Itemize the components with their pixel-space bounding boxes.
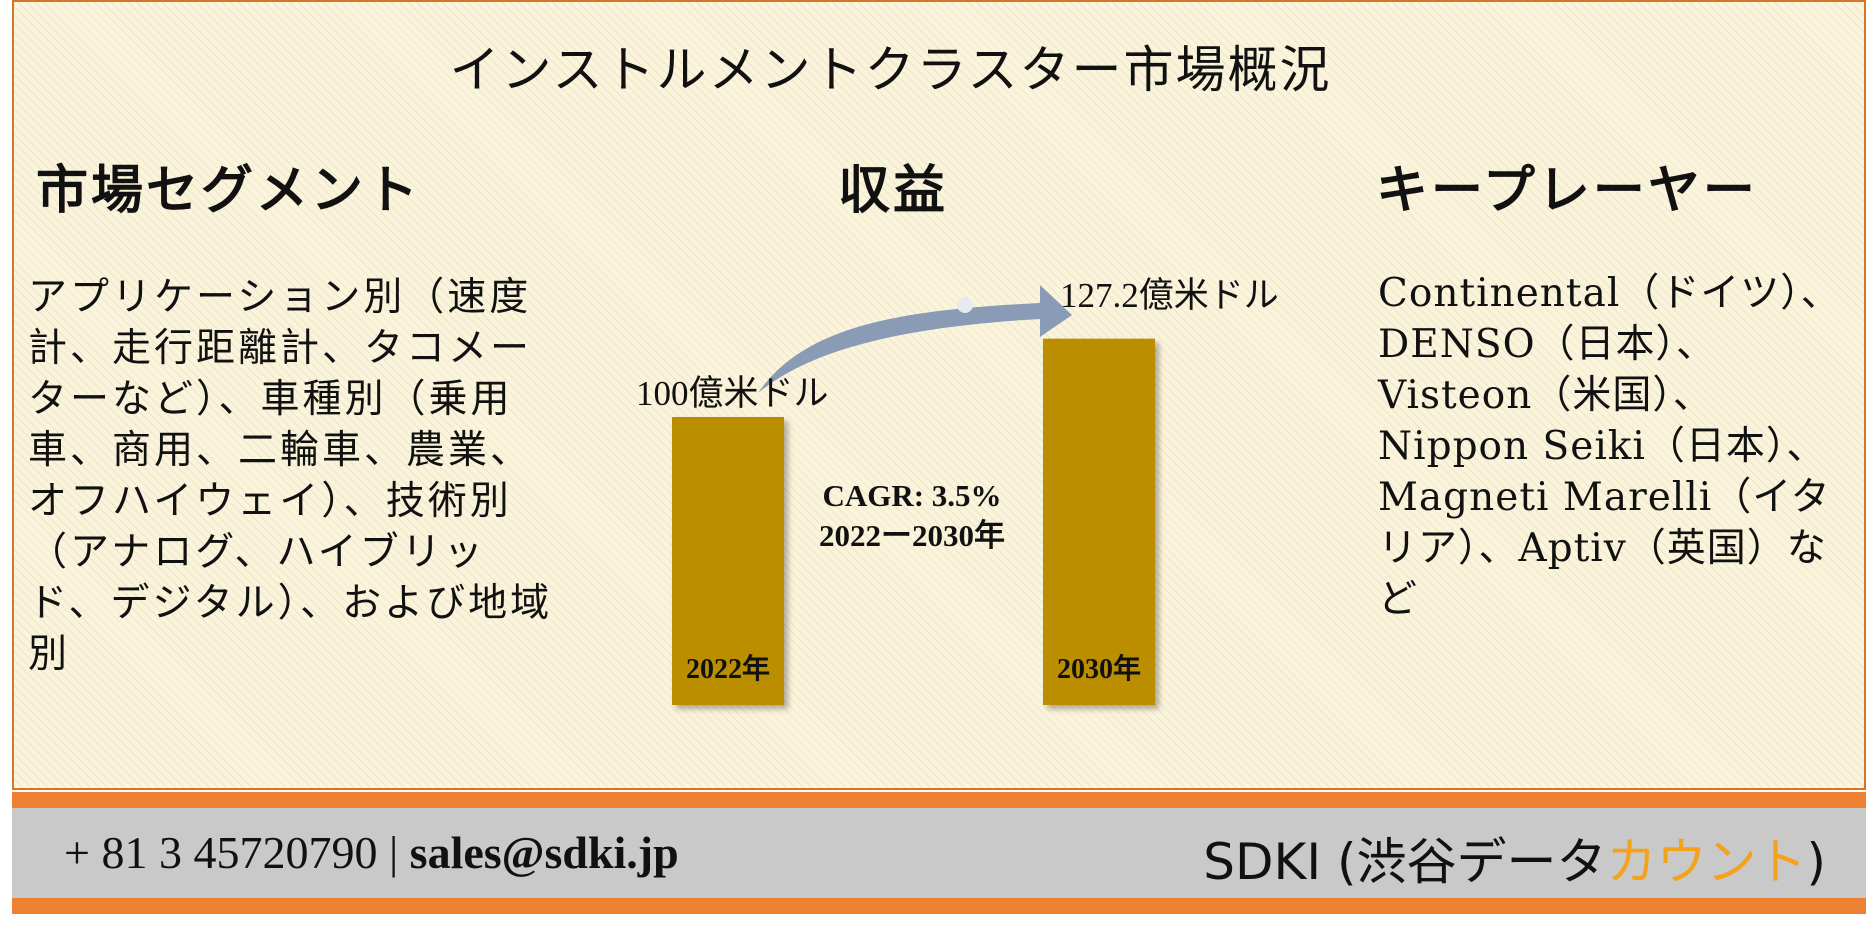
footer-bottom-band [12,898,1866,914]
cagr-label: CAGR: 3.5% [822,478,1001,513]
revenue-heading: 収益 [838,160,949,221]
brand-close: ) [1806,833,1826,891]
revenue-chart: CAGR: 3.5% 2022ー2030年 2022年 100億米ドル 2030年 1… [636,276,1279,705]
category-label-0: 2022年 [686,652,770,685]
bar-0 [672,417,784,705]
brand-main: SDKI (渋谷データ [1203,833,1607,891]
page-title: インストルメントクラスター市場概況 [449,41,1332,99]
category-label-1: 2030年 [1057,652,1141,685]
players-heading: キープレーヤー [1376,160,1758,221]
key-players-list: Continental（ドイツ）、DENSO（日本）、Visteon（米国）、N… [1378,271,1841,622]
arrow-highlight-dot [957,297,973,313]
contact-separator: | [388,827,399,878]
email-link[interactable]: sales@sdki.jp [409,827,679,878]
brand-accent: カウント [1606,833,1807,891]
cagr-period-label: 2022ー2030年 [819,518,1005,553]
contact-info: + 81 3 45720790 | sales@sdki.jp [64,826,679,879]
bar-1 [1043,338,1155,705]
growth-arrow-icon [758,285,1072,393]
value-label-0: 100億米ドル [636,374,829,413]
footer: + 81 3 45720790 | sales@sdki.jp SDKI (渋谷… [12,808,1866,898]
footer-top-band [12,792,1866,808]
phone-number[interactable]: + 81 3 45720790 [64,827,378,878]
segment-heading: 市場セグメント [36,160,422,221]
value-label-1: 127.2億米ドル [1060,276,1279,315]
segment-description: アプリケーション別（速度計、走行距離計、タコメーターなど）、車種別（乗用車、商用… [28,275,553,677]
brand-name: SDKI (渋谷データカウント) [1203,822,1826,894]
overview-panel [12,0,1866,790]
